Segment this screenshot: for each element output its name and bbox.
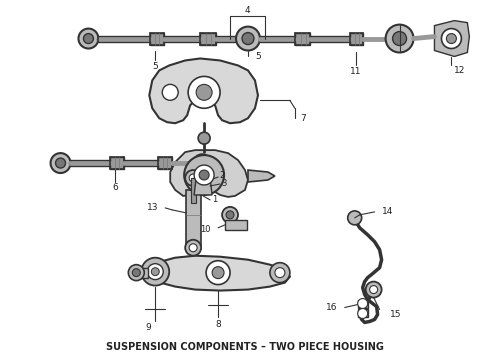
Text: 7: 7 [300,114,306,123]
Circle shape [358,298,368,309]
Bar [225,220,247,230]
Circle shape [366,282,382,298]
Bar [358,310,368,318]
Circle shape [226,211,234,219]
Text: 15: 15 [390,310,401,319]
Circle shape [151,268,159,276]
Polygon shape [150,32,164,45]
Bar [186,190,201,245]
Circle shape [83,33,94,44]
Text: 10: 10 [199,225,210,234]
Text: 2: 2 [220,171,225,180]
Circle shape [196,84,212,100]
Circle shape [55,158,66,168]
Polygon shape [140,268,148,278]
Polygon shape [148,256,290,291]
Circle shape [188,76,220,108]
Text: 9: 9 [146,323,151,332]
Circle shape [141,258,169,285]
Circle shape [348,211,362,225]
Circle shape [184,155,224,195]
Text: 1: 1 [213,195,218,204]
Text: 5: 5 [152,62,158,71]
Circle shape [198,159,206,167]
Circle shape [147,264,163,280]
Text: 16: 16 [326,303,338,312]
Text: 6: 6 [113,184,118,193]
Circle shape [270,263,290,283]
Circle shape [128,265,144,280]
Circle shape [194,165,214,185]
Polygon shape [110,157,124,169]
Text: 13: 13 [147,203,158,212]
Circle shape [78,28,98,49]
Circle shape [441,28,462,49]
Circle shape [392,32,407,45]
Text: 12: 12 [454,66,465,75]
Text: 3: 3 [221,180,227,189]
Polygon shape [149,58,258,123]
Circle shape [162,84,178,100]
Circle shape [189,244,197,252]
Polygon shape [170,150,248,197]
Bar [191,178,196,203]
Bar [358,300,368,307]
Circle shape [185,240,201,256]
Circle shape [193,154,211,172]
Polygon shape [194,178,212,195]
Circle shape [50,153,71,173]
Circle shape [369,285,378,293]
Circle shape [132,269,140,276]
Polygon shape [200,32,216,45]
Text: 11: 11 [350,67,362,76]
Circle shape [198,132,210,144]
Polygon shape [158,157,172,169]
Text: 5: 5 [255,52,261,61]
Circle shape [446,33,456,44]
Text: SUSPENSION COMPONENTS – TWO PIECE HOUSING: SUSPENSION COMPONENTS – TWO PIECE HOUSIN… [106,342,384,352]
Polygon shape [435,21,469,57]
Polygon shape [350,32,363,45]
Circle shape [222,207,238,223]
Text: 14: 14 [382,207,393,216]
Circle shape [236,27,260,50]
Polygon shape [295,32,310,45]
Circle shape [358,309,368,319]
Polygon shape [248,170,275,182]
Circle shape [189,174,197,182]
Circle shape [206,261,230,285]
Text: 4: 4 [244,6,250,15]
Circle shape [275,268,285,278]
Circle shape [386,24,414,53]
Circle shape [185,170,201,186]
Circle shape [212,267,224,279]
Circle shape [242,32,254,45]
Circle shape [199,170,209,180]
Text: 8: 8 [215,320,221,329]
